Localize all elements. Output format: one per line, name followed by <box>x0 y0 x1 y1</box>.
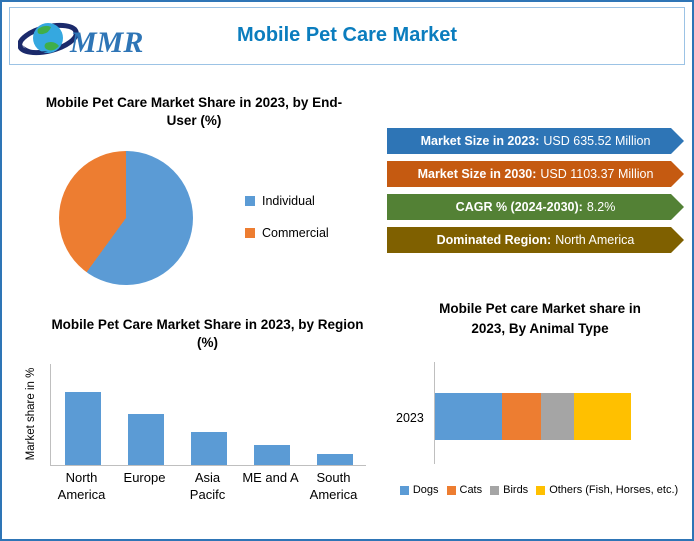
animal-category-label: 2023 <box>396 411 424 425</box>
mmr-logo-icon: MMR <box>17 22 143 59</box>
stat-banner-label: Dominated Region: <box>436 233 552 247</box>
svg-text:MMR: MMR <box>69 26 143 59</box>
region-bar-label-2: Asia Pacifc <box>189 470 226 502</box>
region-y-axis-label: Market share in % <box>25 367 37 461</box>
stat-banner-value: USD 1103.37 Million <box>540 167 654 181</box>
region-bar-label-1: Europe <box>123 470 166 485</box>
end-user-pie <box>59 151 193 285</box>
pie-legend-item-1: Commercial <box>245 226 329 240</box>
pie-legend-item-0: Individual <box>245 194 329 208</box>
animal-chart-title: Mobile Pet care Market share in 2023, By… <box>439 301 641 336</box>
legend-swatch-icon <box>245 228 255 238</box>
animal-segment-3 <box>574 393 631 440</box>
region-bar-label-3: ME and A <box>242 470 299 485</box>
pie-legend-label: Individual <box>262 194 315 208</box>
region-bar-4 <box>316 453 353 465</box>
animal-legend-item-2: Birds <box>490 484 528 496</box>
region-bar-label-0: North America <box>57 470 106 502</box>
animal-legend-label: Birds <box>503 484 529 496</box>
stat-banner-0: Market Size in 2023: USD 635.52 Million <box>387 128 684 154</box>
region-bar-2 <box>190 431 227 465</box>
region-x-axis-labels: North America Europe Asia Pacifc ME and A So… <box>50 470 365 504</box>
legend-swatch-icon <box>399 485 409 495</box>
stat-banner-value: 8.2% <box>586 200 616 214</box>
region-bar-1 <box>127 413 164 465</box>
animal-stacked-bar <box>435 393 631 440</box>
stat-banner-label: CAGR % (2024-2030): <box>455 200 583 214</box>
legend-swatch-icon <box>536 485 546 495</box>
animal-legend-item-0: Dogs <box>399 484 439 496</box>
page-title: Mobile Pet Care Market <box>236 24 458 46</box>
animal-legend-label: Cats <box>459 484 483 496</box>
stat-banner-value: North America <box>555 233 635 247</box>
animal-legend: Dogs Cats Birds Others (Fish, Horses, etc.) <box>388 484 690 496</box>
banner-list: Market Size in 2023: USD 635.52 Million Ma… <box>387 128 684 260</box>
region-bar-0 <box>64 391 101 465</box>
stat-banner-2: CAGR % (2024-2030): 8.2% <box>387 194 684 220</box>
legend-swatch-icon <box>245 196 255 206</box>
region-bar-area <box>50 364 366 466</box>
animal-legend-item-1: Cats <box>446 484 483 496</box>
stat-banner-label: Market Size in 2030: <box>417 167 537 181</box>
legend-swatch-icon <box>490 485 500 495</box>
animal-segment-2 <box>540 393 575 440</box>
legend-swatch-icon <box>446 485 456 495</box>
pie-legend: Individual Commercial <box>245 194 329 258</box>
animal-legend-item-3: Others (Fish, Horses, etc.) <box>536 484 678 496</box>
stat-banner-value: USD 635.52 Million <box>543 134 651 148</box>
animal-legend-label: Dogs <box>412 484 439 496</box>
region-bar-3 <box>253 444 290 465</box>
stat-banner-3: Dominated Region: North America <box>387 227 684 253</box>
stat-banner-label: Market Size in 2023: <box>420 134 540 148</box>
header: MMR Mobile Pet Care Market <box>9 7 685 65</box>
pie-chart-title: Mobile Pet Care Market Share in 2023, by… <box>45 95 343 129</box>
region-chart-title: Mobile Pet Care Market Share in 2023, by… <box>51 317 364 351</box>
animal-segment-0 <box>435 393 502 440</box>
stat-banner-1: Market Size in 2030: USD 1103.37 Million <box>387 161 684 187</box>
pie-legend-label: Commercial <box>262 226 329 240</box>
animal-segment-1 <box>501 393 541 440</box>
animal-y-axis-line <box>434 362 435 464</box>
animal-legend-label: Others (Fish, Horses, etc.) <box>549 484 679 496</box>
region-bar-label-4: South America <box>309 470 358 502</box>
mmr-logo: MMR <box>17 14 148 67</box>
